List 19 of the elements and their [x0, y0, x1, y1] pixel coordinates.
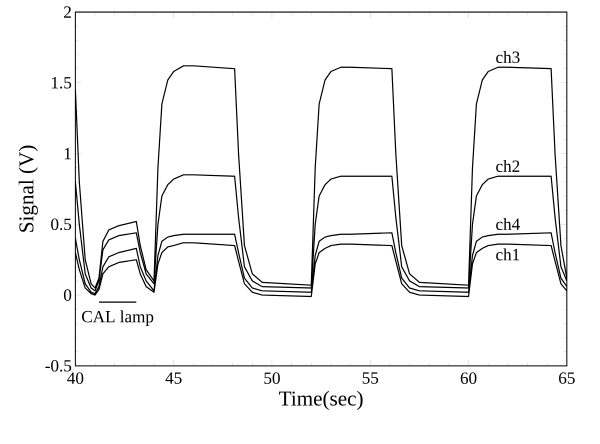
x-tick-label: 55: [362, 372, 378, 384]
x-tick-label: 45: [165, 372, 182, 384]
x-tick-label: 40: [67, 372, 84, 384]
y-tick-label: -0.5: [45, 360, 72, 372]
x-axis-title: Time(sec): [279, 390, 363, 410]
x-tick-label: 50: [264, 372, 280, 384]
y-tick-label: 1: [64, 148, 71, 160]
series-label: ch4: [496, 218, 520, 230]
y-tick-label: 1.5: [52, 76, 72, 88]
annotation: CAL lamp: [82, 310, 154, 326]
x-tick-label: 60: [460, 372, 476, 384]
series-label: ch3: [496, 50, 520, 63]
y-tick-label: 0: [64, 289, 72, 301]
x-tick-label: 65: [559, 372, 575, 384]
series-label: ch2: [496, 160, 520, 172]
y-tick-label: 0.5: [51, 218, 72, 230]
series-label: ch1: [496, 248, 520, 260]
y-tick-label: 2: [64, 6, 71, 18]
y-axis-title: Signal (V): [18, 146, 38, 232]
